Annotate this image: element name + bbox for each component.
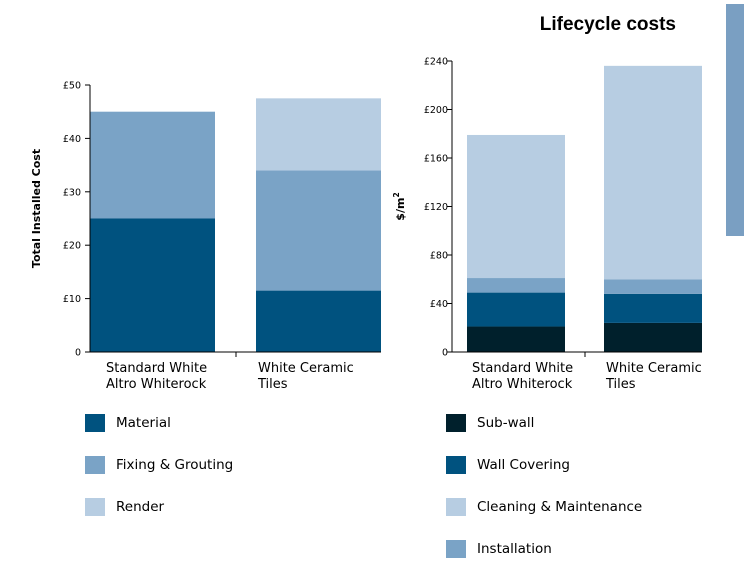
legend-label: Material <box>116 415 171 431</box>
bar-cleaning-maintenance-2 <box>604 65 702 280</box>
legend-swatch <box>85 456 105 474</box>
legend-label: Cleaning & Maintenance <box>477 499 643 515</box>
category-label-2: White Ceramic Tiles <box>605 361 702 392</box>
chart-title: Lifecycle costs <box>539 14 676 35</box>
bar-installation-1 <box>467 278 565 293</box>
y-tick-label: £40 <box>430 299 448 310</box>
y-tick-label: 0 <box>75 348 81 359</box>
y-tick-label: £20 <box>63 241 81 252</box>
legend-label: Wall Covering <box>477 457 570 473</box>
legend-swatch <box>446 414 466 432</box>
legend-swatch <box>446 540 466 558</box>
y-tick-label: £30 <box>63 187 81 198</box>
legend-label: Sub-wall <box>477 415 535 431</box>
bar-material-1 <box>90 218 215 352</box>
y-axis-title: $/m2 <box>392 192 407 220</box>
chart-installed-cost: 0 £10 £20 £30 £40 £50 Standard White Altro Whit… <box>30 81 381 392</box>
legend-label: Fixing & Grouting <box>116 457 234 473</box>
y-tick-label: £10 <box>63 294 81 305</box>
y-tick-label: £40 <box>63 134 81 145</box>
y-tick-label: £50 <box>63 81 81 92</box>
legend-swatch <box>85 498 105 516</box>
chart-lifecycle-cost: 0 £40 £80 £120 £160 £200 £240 Standard White Alt… <box>392 57 702 392</box>
bar-sub-wall-1 <box>467 326 565 352</box>
legend-label: Render <box>116 499 165 515</box>
bar-cleaning-maintenance-1 <box>467 134 565 279</box>
y-tick-label: £240 <box>424 57 448 68</box>
bar-material-2 <box>256 290 381 352</box>
y-tick-label: £160 <box>424 154 448 165</box>
bar-installation-2 <box>604 279 702 294</box>
bar-wall-covering-2 <box>604 293 702 323</box>
y-tick-label: £80 <box>430 251 448 262</box>
side-accent-bar <box>726 4 744 236</box>
bar-fixing-grouting-2 <box>256 170 381 291</box>
legend-swatch <box>446 498 466 516</box>
category-label-1: Standard White Altro Whiterock <box>472 361 573 392</box>
category-label-1: Standard White Altro Whiterock <box>106 361 207 392</box>
y-axis-title: Total Installed Cost <box>30 149 43 268</box>
bar-fixing-grouting-1 <box>90 111 215 219</box>
bar-render-2 <box>256 98 381 171</box>
y-tick-label: 0 <box>442 348 448 359</box>
y-tick-label: £120 <box>424 202 448 213</box>
y-tick-label: £200 <box>424 105 448 116</box>
legend-swatch <box>446 456 466 474</box>
bar-sub-wall-2 <box>604 322 702 352</box>
legend-swatch <box>85 414 105 432</box>
legend-label: Installation <box>477 541 552 557</box>
bar-wall-covering-1 <box>467 292 565 327</box>
category-label-2: White Ceramic Tiles <box>257 361 354 392</box>
